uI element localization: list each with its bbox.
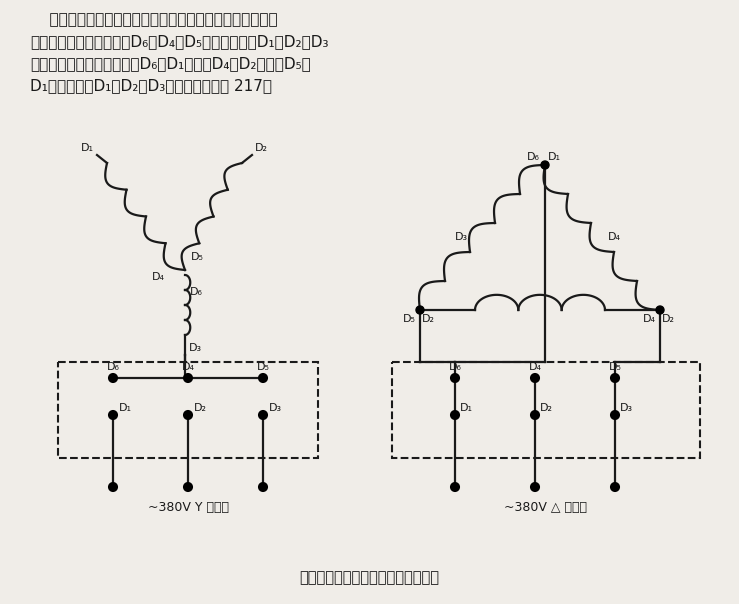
Text: D₃: D₃	[455, 232, 468, 242]
Text: D₂: D₂	[194, 403, 207, 413]
Text: D₁: D₁	[119, 403, 132, 413]
Circle shape	[451, 374, 459, 382]
Text: D₁: D₁	[460, 403, 473, 413]
Text: D₆: D₆	[449, 362, 461, 372]
Text: D₄: D₄	[528, 362, 542, 372]
Circle shape	[184, 374, 192, 382]
Text: ~380V Y 接线法: ~380V Y 接线法	[148, 501, 228, 514]
Text: D₄: D₄	[643, 314, 656, 324]
Text: D₁: D₁	[548, 152, 561, 162]
Circle shape	[531, 483, 539, 491]
Text: D₄: D₄	[182, 362, 194, 372]
Circle shape	[656, 306, 664, 314]
Text: 一般三相交流电动机接线架上都引出六个接线柱，当电动: 一般三相交流电动机接线架上都引出六个接线柱，当电动	[30, 12, 278, 27]
Text: D₃: D₃	[269, 403, 282, 413]
Circle shape	[184, 483, 192, 491]
Bar	[58, 362, 318, 458]
Text: ~380V △ 接线法: ~380V △ 接线法	[505, 501, 588, 514]
Text: D₄: D₄	[152, 272, 165, 282]
Text: 接电源；为三角形接法时，D₆与D₁连接，D₄与D₂连接，D₅与: 接电源；为三角形接法时，D₆与D₁连接，D₄与D₂连接，D₅与	[30, 56, 311, 71]
Text: D₆: D₆	[106, 362, 120, 372]
Circle shape	[611, 411, 619, 419]
Text: D₃: D₃	[620, 403, 633, 413]
Circle shape	[451, 483, 459, 491]
Circle shape	[451, 411, 459, 419]
Bar	[392, 362, 700, 458]
Text: D₂: D₂	[255, 143, 268, 153]
Text: D₁连接，然后D₁、D₂、D₃接电源。参见图 217。: D₁连接，然后D₁、D₂、D₃接电源。参见图 217。	[30, 78, 272, 93]
Text: D₅: D₅	[191, 252, 204, 262]
Text: D₂: D₂	[540, 403, 553, 413]
Text: 机铭牌上为星形接法时，D₆、D₄、D₅相连接，其余D₁、D₂、D₃: 机铭牌上为星形接法时，D₆、D₄、D₅相连接，其余D₁、D₂、D₃	[30, 34, 329, 49]
Text: D₆: D₆	[527, 152, 540, 162]
Circle shape	[109, 483, 117, 491]
Text: D₂: D₂	[662, 314, 675, 324]
Circle shape	[109, 374, 117, 382]
Circle shape	[611, 483, 619, 491]
Circle shape	[416, 306, 424, 314]
Circle shape	[259, 483, 267, 491]
Text: D₂: D₂	[422, 314, 435, 324]
Circle shape	[611, 374, 619, 382]
Text: D₁: D₁	[81, 143, 94, 153]
Circle shape	[259, 374, 267, 382]
Circle shape	[531, 374, 539, 382]
Text: D₆: D₆	[190, 287, 203, 297]
Circle shape	[259, 411, 267, 419]
Circle shape	[184, 411, 192, 419]
Text: D₅: D₅	[403, 314, 416, 324]
Circle shape	[109, 411, 117, 419]
Text: 三相交流电动机星形三角形接线方法: 三相交流电动机星形三角形接线方法	[299, 570, 439, 585]
Text: D₅: D₅	[256, 362, 270, 372]
Text: D₄: D₄	[608, 232, 621, 242]
Text: D₅: D₅	[608, 362, 621, 372]
Circle shape	[541, 161, 549, 169]
Text: D₃: D₃	[189, 343, 202, 353]
Circle shape	[531, 411, 539, 419]
